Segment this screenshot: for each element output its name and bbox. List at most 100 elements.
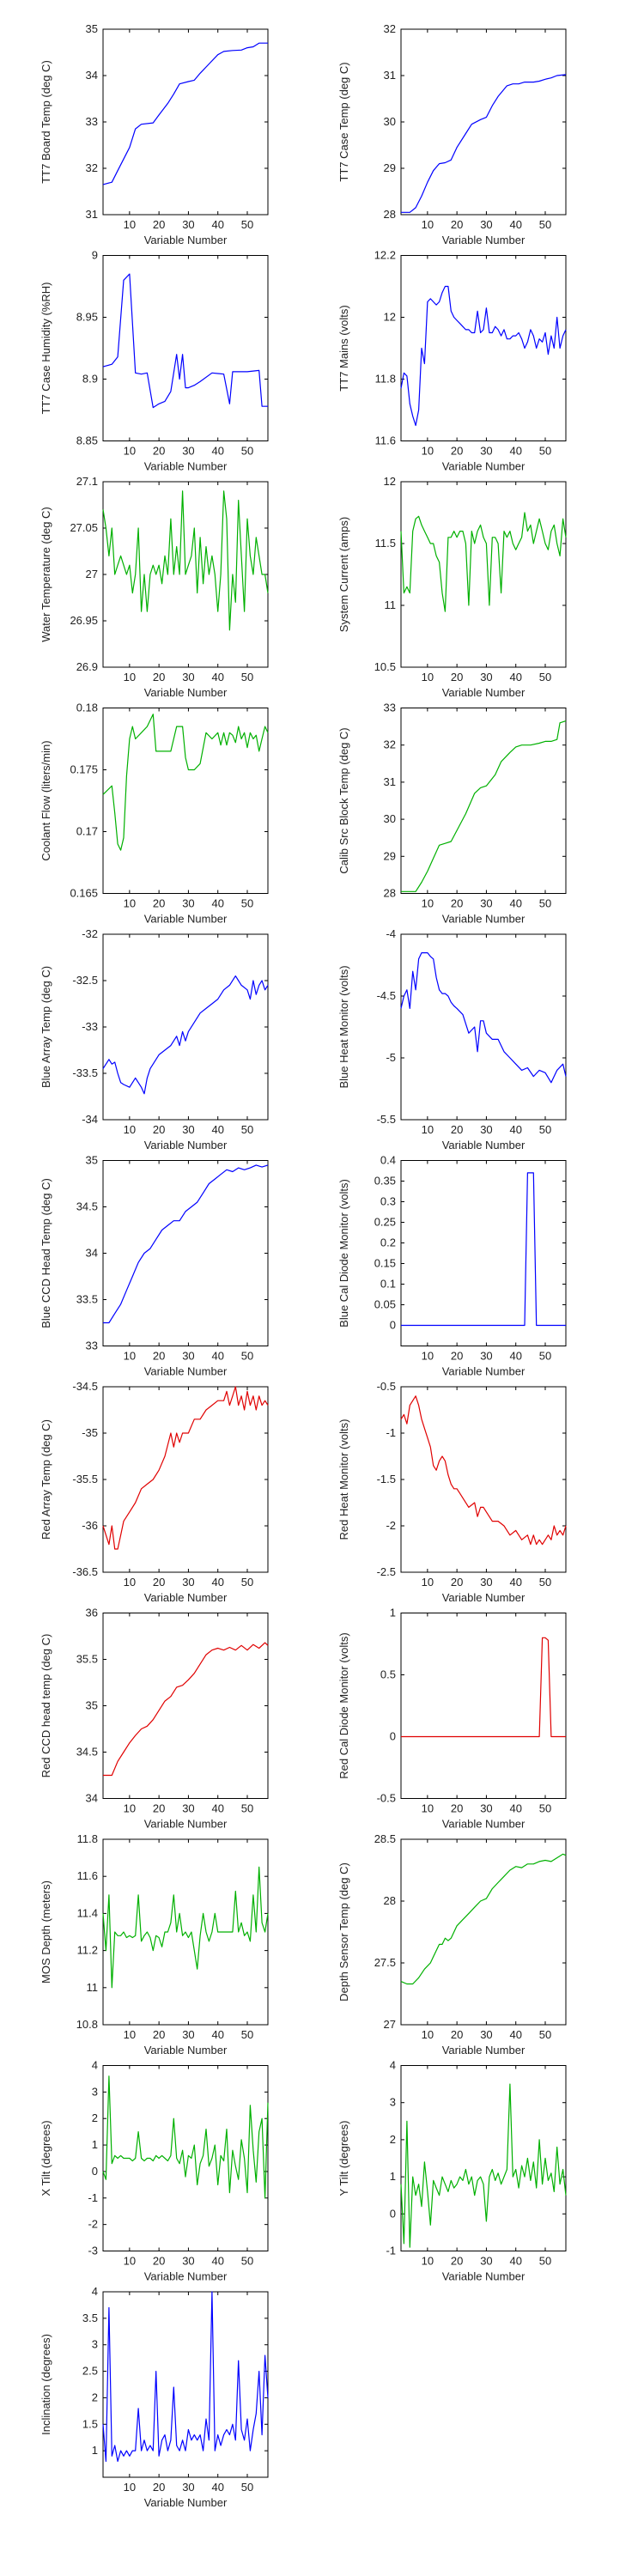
y-axis-label: Coolant Flow (liters/min) [39, 740, 52, 860]
y-tick-label: -5 [386, 1051, 396, 1064]
series-line [401, 1637, 566, 1738]
y-axis-label: Y Tilt (degrees) [337, 2121, 350, 2196]
y-axis-label: X Tilt (degrees) [39, 2120, 52, 2196]
x-tick-label: 20 [153, 671, 165, 683]
y-tick-label: 8.95 [76, 311, 98, 324]
x-tick-label: 10 [124, 1123, 136, 1136]
y-tick-label: -5.5 [377, 1113, 396, 1126]
x-tick-label: 20 [451, 2255, 463, 2268]
y-tick-label: 11.4 [77, 1906, 98, 1919]
y-axis-label: System Current (amps) [337, 517, 350, 632]
x-tick-label: 50 [539, 897, 551, 910]
plot-frame [102, 255, 269, 441]
x-tick-label: 30 [480, 897, 492, 910]
y-tick-label: 0.1 [380, 1278, 396, 1291]
y-tick-label: -33.5 [72, 1066, 98, 1079]
x-tick-label: 40 [509, 897, 521, 910]
x-tick-label: 10 [124, 897, 136, 910]
x-tick-label: 50 [539, 445, 551, 458]
x-tick-label: 30 [182, 2028, 194, 2041]
x-tick-label: 20 [451, 445, 463, 458]
x-tick-label: 20 [451, 2028, 463, 2041]
x-axis-label: Variable Number [442, 686, 526, 699]
x-tick-label: 40 [211, 1123, 223, 1136]
series-line [401, 1172, 566, 1327]
y-axis-label: Blue Cal Diode Monitor (volts) [337, 1179, 350, 1327]
y-tick-label: 11.6 [375, 434, 396, 447]
x-tick-label: 10 [124, 2255, 136, 2268]
plot-frame [102, 933, 269, 1121]
x-tick-label: 30 [182, 2481, 194, 2494]
series-line [400, 285, 567, 427]
x-tick-label: 20 [153, 1802, 165, 1815]
y-tick-label: 34.5 [76, 1200, 98, 1213]
y-tick-label: 3 [390, 2096, 396, 2109]
chart-21: 10 20 30 40 50 1 1.5 2 2.5 3 3.5 4 Variable Number In… [39, 2285, 269, 2509]
x-tick-label: 40 [211, 2255, 223, 2268]
y-tick-label: 10.8 [76, 2018, 98, 2031]
y-tick-label: 3 [92, 2338, 98, 2351]
x-tick-label: 40 [509, 1123, 521, 1136]
x-tick-label: 40 [509, 1576, 521, 1589]
x-tick-label: 30 [182, 218, 194, 231]
x-tick-label: 20 [153, 897, 165, 910]
x-axis-label: Variable Number [144, 1818, 228, 1831]
series-line [400, 2083, 567, 2248]
plot-frame [400, 708, 567, 894]
x-tick-label: 50 [539, 671, 551, 683]
y-tick-label: 35 [86, 22, 98, 35]
y-tick-label: 1 [92, 2138, 98, 2151]
y-tick-label: 29 [384, 849, 396, 862]
y-tick-label: 2 [390, 2133, 396, 2146]
x-tick-label: 50 [539, 1350, 551, 1363]
y-axis-label: TT7 Board Temp (deg C) [39, 60, 52, 184]
x-axis-label: Variable Number [144, 460, 228, 473]
y-tick-label: -1 [386, 2245, 396, 2257]
y-tick-label: 33 [86, 115, 98, 128]
y-tick-label: 3.5 [82, 2312, 98, 2324]
x-tick-label: 50 [241, 1802, 253, 1815]
y-tick-label: 31 [86, 208, 98, 221]
x-axis-label: Variable Number [442, 2044, 526, 2057]
x-axis-label: Variable Number [144, 686, 228, 699]
x-tick-label: 50 [539, 2028, 551, 2041]
x-axis-label: Variable Number [442, 913, 526, 926]
y-tick-label: -34.5 [72, 1380, 98, 1393]
plot-frame [102, 1160, 269, 1346]
x-tick-label: 20 [153, 1576, 165, 1589]
y-axis-label: TT7 Case Temp (deg C) [337, 62, 350, 181]
y-tick-label: 32 [384, 738, 396, 751]
chart-7: 10 20 30 40 50 0.165 0.17 0.175 0.18 Variable Num… [39, 702, 269, 926]
x-tick-label: 30 [480, 1802, 492, 1815]
y-tick-label: 29 [384, 161, 396, 174]
x-tick-label: 50 [241, 218, 253, 231]
y-tick-label: 0.3 [380, 1195, 396, 1208]
plot-frame [400, 1160, 567, 1346]
y-tick-label: 1.5 [82, 2417, 98, 2430]
x-axis-label: Variable Number [144, 2044, 228, 2057]
y-tick-label: -32.5 [72, 974, 98, 987]
y-tick-label: 0.05 [374, 1298, 396, 1311]
x-tick-label: 30 [480, 2028, 492, 2041]
x-tick-label: 40 [509, 2028, 521, 2041]
chart-8: 10 20 30 40 50 28 29 30 31 32 33 Variable Number Cal… [337, 702, 567, 926]
series-line [401, 720, 567, 892]
x-tick-label: 50 [241, 2255, 253, 2268]
plot-frame [400, 933, 567, 1121]
y-tick-label: 4 [92, 2285, 98, 2298]
chart-16: 10 20 30 40 50 -0.5 0 0.5 1 Variable Number Red Ca… [337, 1607, 567, 1831]
y-tick-label: 27 [384, 2018, 396, 2031]
x-tick-label: 40 [509, 671, 521, 683]
series-line [400, 951, 567, 1084]
y-tick-label: 0.35 [374, 1175, 396, 1188]
x-tick-label: 30 [182, 671, 194, 683]
y-tick-label: -36 [82, 1519, 98, 1532]
x-tick-label: 40 [509, 1802, 521, 1815]
y-axis-label: Red Array Temp (deg C) [39, 1419, 52, 1540]
chart-2: 10 20 30 40 50 28 29 30 31 32 Variable Number TT7 C… [337, 22, 567, 246]
x-tick-label: 10 [422, 1350, 434, 1363]
x-tick-label: 20 [153, 1123, 165, 1136]
y-tick-label: -3 [88, 2245, 98, 2257]
y-tick-label: 31 [384, 69, 396, 82]
y-tick-label: 34.5 [76, 1746, 98, 1759]
